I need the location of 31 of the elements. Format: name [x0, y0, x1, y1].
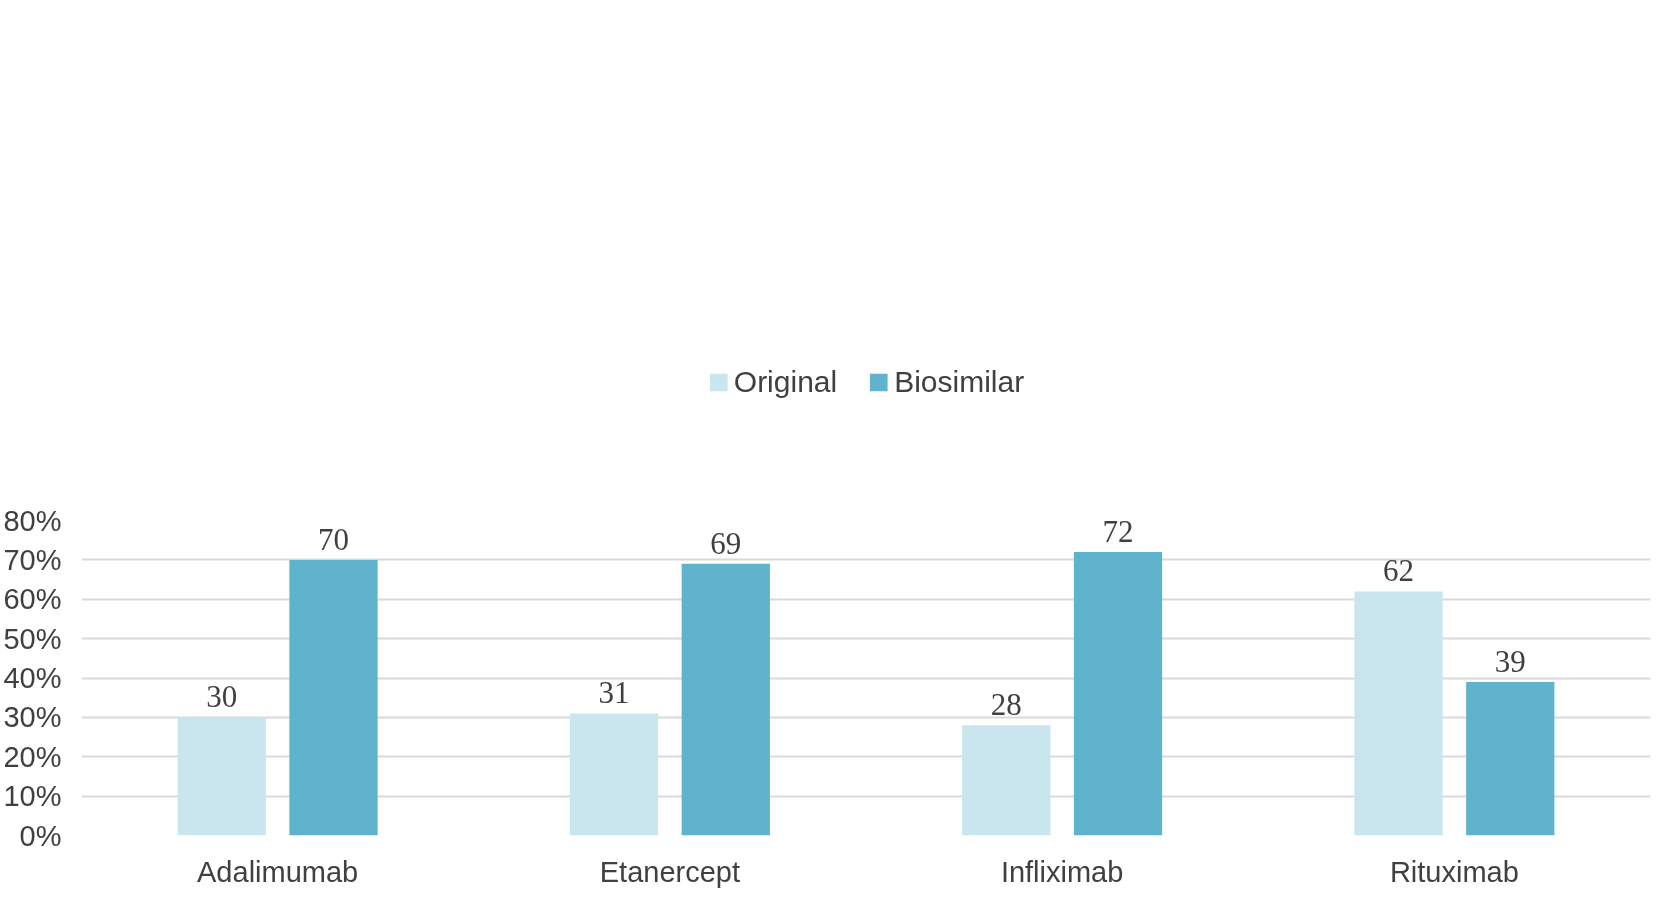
y-tick-label: 80%	[3, 504, 62, 537]
y-tick-label: 40%	[3, 662, 62, 694]
data-label: 62	[1382, 553, 1414, 589]
data-label: 31	[598, 675, 630, 711]
bar	[289, 559, 378, 836]
bar	[569, 713, 659, 836]
bar	[681, 563, 770, 836]
y-tick-label: 70%	[3, 543, 62, 576]
y-tick-label: 50%	[3, 622, 62, 655]
bar	[177, 717, 266, 836]
data-label: 69	[710, 525, 742, 561]
data-label: 70	[318, 521, 350, 557]
legend-label: Biosimilar	[894, 364, 1025, 399]
y-tick-label: 30%	[3, 701, 62, 734]
y-tick-label: 10%	[3, 780, 62, 813]
data-label: 72	[1102, 514, 1134, 549]
y-tick-label: 0%	[19, 819, 62, 852]
data-label: 28	[990, 687, 1022, 723]
bar	[962, 725, 1051, 836]
x-tick-label: Adalimumab	[197, 855, 359, 888]
bar	[1073, 552, 1163, 836]
x-tick-label: Etanercept	[599, 855, 741, 888]
legend-label: Original	[733, 364, 838, 399]
data-label: 30	[206, 679, 238, 715]
bar	[1354, 591, 1443, 836]
bar	[1466, 681, 1555, 836]
y-tick-label: 60%	[3, 583, 62, 616]
y-tick-label: 20%	[3, 740, 62, 773]
data-label: 39	[1494, 643, 1526, 679]
x-tick-label: Rituximab	[1389, 855, 1519, 888]
x-tick-label: Infliximab	[1000, 855, 1124, 888]
